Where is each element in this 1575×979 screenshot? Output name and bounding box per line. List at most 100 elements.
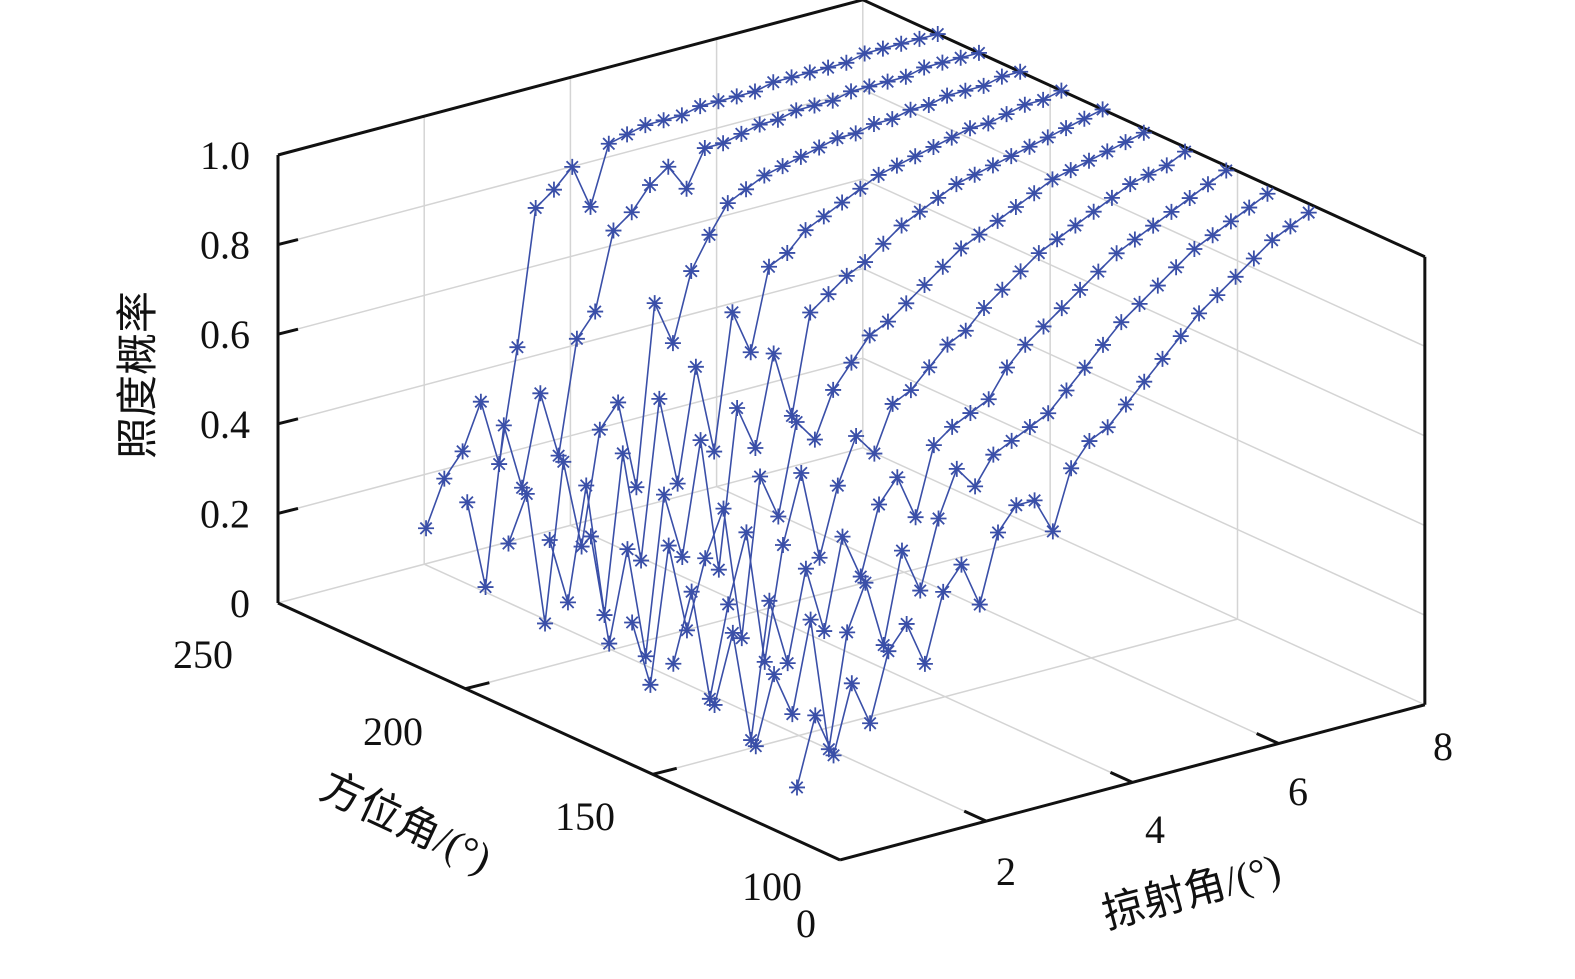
asterisk-marker xyxy=(692,432,709,449)
z-tick xyxy=(277,238,299,247)
asterisk-marker xyxy=(1177,143,1194,160)
asterisk-marker xyxy=(766,666,783,683)
asterisk-marker xyxy=(1245,250,1262,267)
asterisk-marker xyxy=(532,385,549,402)
asterisk-marker xyxy=(1044,171,1061,188)
asterisk-marker xyxy=(834,528,851,545)
asterisk-marker xyxy=(1016,96,1033,113)
asterisk-marker xyxy=(970,44,987,61)
asterisk-marker xyxy=(756,167,773,184)
series-line xyxy=(706,162,1235,749)
asterisk-marker xyxy=(582,198,599,215)
asterisk-marker xyxy=(825,747,842,764)
series-line xyxy=(665,143,1194,707)
asterisk-marker xyxy=(888,157,905,174)
box-edge xyxy=(277,0,864,157)
z-tick-label: 0.8 xyxy=(200,223,250,268)
asterisk-marker xyxy=(642,676,659,693)
asterisk-marker xyxy=(985,446,1002,463)
asterisk-marker xyxy=(834,194,851,211)
asterisk-marker xyxy=(719,195,736,212)
asterisk-marker xyxy=(1090,263,1107,280)
asterisk-marker xyxy=(738,181,755,198)
asterisk-marker xyxy=(1039,129,1056,146)
asterisk-marker xyxy=(1012,263,1029,280)
asterisk-marker xyxy=(874,40,891,57)
asterisk-marker xyxy=(1131,295,1148,312)
asterisk-marker xyxy=(633,552,650,569)
asterisk-marker xyxy=(829,477,846,494)
asterisk-marker xyxy=(893,35,910,52)
asterisk-marker xyxy=(568,330,585,347)
asterisk-marker xyxy=(884,111,901,128)
asterisk-marker xyxy=(692,98,709,115)
asterisk-marker xyxy=(935,583,952,600)
asterisk-marker xyxy=(614,445,631,462)
asterisk-marker xyxy=(769,111,786,128)
asterisk-marker xyxy=(875,235,892,252)
z-tick-label: 0 xyxy=(230,581,250,626)
asterisk-marker xyxy=(573,538,590,555)
asterisk-marker xyxy=(1058,382,1075,399)
asterisk-marker xyxy=(994,281,1011,298)
gridline xyxy=(716,485,1279,745)
asterisk-marker xyxy=(944,418,961,435)
asterisk-marker xyxy=(537,615,554,632)
asterisk-marker xyxy=(966,166,983,183)
asterisk-marker xyxy=(907,148,924,165)
asterisk-marker xyxy=(655,112,672,129)
gridline xyxy=(277,267,863,425)
asterisk-marker xyxy=(1199,176,1216,193)
asterisk-marker xyxy=(1095,336,1111,353)
asterisk-marker xyxy=(1300,204,1317,221)
azimuth-tick xyxy=(464,681,490,691)
asterisk-marker xyxy=(1062,162,1079,179)
asterisk-marker xyxy=(418,520,435,537)
asterisk-marker xyxy=(898,615,915,632)
asterisk-marker xyxy=(765,74,782,91)
asterisk-marker xyxy=(761,592,778,609)
z-axis-title: 照度概率 xyxy=(115,291,162,459)
asterisk-marker xyxy=(550,447,567,464)
asterisk-marker xyxy=(801,64,818,81)
asterisk-marker xyxy=(783,69,800,86)
asterisk-marker xyxy=(893,542,910,559)
asterisk-marker xyxy=(1259,185,1276,202)
asterisk-marker xyxy=(1204,227,1221,244)
asterisk-marker xyxy=(934,258,951,275)
asterisk-marker xyxy=(545,181,562,198)
z-tick xyxy=(277,417,299,426)
asterisk-marker xyxy=(907,509,924,526)
asterisk-marker xyxy=(1140,166,1157,183)
asterisk-marker xyxy=(724,624,741,641)
asterisk-marker xyxy=(998,359,1015,376)
asterisk-marker xyxy=(797,222,814,239)
asterisk-marker xyxy=(683,263,700,280)
z-tick xyxy=(277,327,299,336)
asterisk-marker xyxy=(1149,277,1166,294)
asterisk-marker xyxy=(916,277,933,294)
asterisk-marker xyxy=(971,226,988,243)
asterisk-marker xyxy=(866,445,883,462)
asterisk-marker xyxy=(843,354,860,371)
asterisk-marker xyxy=(696,140,713,157)
z-tick-label: 0.4 xyxy=(200,402,250,447)
azimuth-axis-title: 方位角/(°) xyxy=(313,763,498,883)
asterisk-marker xyxy=(678,180,695,197)
asterisk-marker xyxy=(1264,232,1281,249)
asterisk-marker xyxy=(953,556,970,573)
asterisk-marker xyxy=(862,715,879,732)
asterisk-marker xyxy=(600,135,617,152)
asterisk-marker xyxy=(720,596,737,613)
asterisk-marker xyxy=(1021,138,1038,155)
asterisk-marker xyxy=(820,59,837,76)
asterisk-marker xyxy=(911,203,928,220)
asterisk-marker xyxy=(733,630,750,647)
gridline xyxy=(277,178,863,335)
asterisk-marker xyxy=(601,635,618,652)
asterisk-marker xyxy=(637,117,654,134)
series-line xyxy=(788,204,1317,796)
asterisk-marker xyxy=(962,405,979,422)
asterisk-marker xyxy=(1003,432,1020,449)
